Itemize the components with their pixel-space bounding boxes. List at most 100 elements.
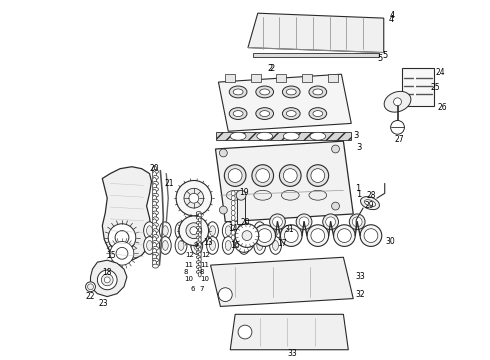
Ellipse shape: [279, 165, 301, 186]
Ellipse shape: [196, 266, 201, 269]
Ellipse shape: [198, 252, 201, 257]
Ellipse shape: [286, 89, 296, 95]
Ellipse shape: [282, 86, 300, 98]
Ellipse shape: [233, 111, 243, 117]
Ellipse shape: [332, 202, 340, 210]
Ellipse shape: [231, 196, 235, 201]
Ellipse shape: [194, 240, 200, 250]
Bar: [276, 74, 286, 82]
Text: 8: 8: [184, 269, 189, 275]
Text: 9: 9: [194, 242, 198, 248]
Bar: [402, 68, 434, 106]
Ellipse shape: [159, 222, 171, 239]
Ellipse shape: [286, 111, 296, 117]
Ellipse shape: [152, 248, 156, 254]
Ellipse shape: [198, 238, 201, 243]
Ellipse shape: [254, 190, 271, 200]
Text: 4: 4: [390, 11, 395, 20]
Ellipse shape: [258, 229, 271, 243]
Ellipse shape: [238, 222, 250, 239]
Ellipse shape: [152, 223, 158, 227]
Ellipse shape: [361, 197, 379, 210]
Ellipse shape: [191, 237, 203, 254]
Polygon shape: [230, 314, 348, 350]
Ellipse shape: [254, 222, 266, 239]
Ellipse shape: [198, 233, 201, 238]
Ellipse shape: [384, 91, 411, 112]
Ellipse shape: [228, 169, 242, 183]
Ellipse shape: [230, 132, 246, 140]
Ellipse shape: [334, 225, 355, 247]
Text: 23: 23: [98, 299, 108, 308]
Text: 20: 20: [149, 164, 159, 173]
Ellipse shape: [196, 261, 201, 264]
Ellipse shape: [257, 240, 263, 250]
Ellipse shape: [162, 240, 168, 250]
Ellipse shape: [332, 145, 340, 153]
Ellipse shape: [152, 247, 158, 250]
Ellipse shape: [152, 205, 158, 209]
Ellipse shape: [233, 89, 243, 95]
Ellipse shape: [281, 190, 299, 200]
Ellipse shape: [257, 132, 272, 140]
Text: 29: 29: [364, 201, 374, 210]
Text: 20: 20: [240, 218, 250, 227]
Ellipse shape: [152, 207, 156, 213]
Ellipse shape: [196, 256, 201, 259]
Ellipse shape: [311, 169, 325, 183]
Ellipse shape: [190, 227, 198, 235]
Ellipse shape: [198, 257, 201, 262]
Ellipse shape: [231, 201, 235, 206]
Ellipse shape: [231, 220, 235, 225]
Text: 11: 11: [184, 262, 193, 268]
Ellipse shape: [229, 108, 247, 120]
Ellipse shape: [152, 235, 158, 239]
Text: 4: 4: [389, 15, 394, 24]
Text: 30: 30: [386, 237, 395, 246]
Text: 33: 33: [287, 349, 297, 358]
Ellipse shape: [198, 262, 201, 267]
Text: 3: 3: [353, 131, 359, 140]
Text: 14: 14: [228, 224, 238, 233]
Ellipse shape: [210, 240, 216, 250]
Ellipse shape: [270, 237, 281, 254]
Ellipse shape: [219, 288, 232, 302]
Ellipse shape: [152, 199, 158, 203]
Ellipse shape: [198, 267, 201, 272]
Ellipse shape: [252, 165, 273, 186]
Ellipse shape: [152, 189, 156, 195]
Ellipse shape: [196, 221, 201, 224]
Ellipse shape: [231, 215, 235, 220]
Ellipse shape: [196, 231, 201, 234]
Ellipse shape: [176, 180, 212, 216]
Polygon shape: [102, 167, 151, 260]
Ellipse shape: [284, 229, 298, 243]
Ellipse shape: [238, 325, 252, 339]
Ellipse shape: [196, 246, 201, 249]
Text: 8: 8: [200, 269, 204, 275]
Ellipse shape: [272, 226, 278, 235]
Ellipse shape: [152, 187, 158, 191]
Ellipse shape: [311, 229, 325, 243]
Ellipse shape: [147, 240, 152, 250]
Ellipse shape: [309, 108, 327, 120]
Ellipse shape: [241, 239, 247, 246]
Text: 1: 1: [356, 190, 362, 199]
Text: 21: 21: [164, 179, 174, 188]
Ellipse shape: [198, 272, 201, 277]
Ellipse shape: [196, 270, 201, 274]
Ellipse shape: [241, 226, 247, 235]
Ellipse shape: [235, 224, 259, 247]
Ellipse shape: [352, 217, 362, 227]
Ellipse shape: [175, 222, 187, 239]
Text: 3: 3: [356, 143, 362, 152]
Text: 32: 32: [355, 290, 365, 299]
Text: 24: 24: [436, 68, 445, 77]
Ellipse shape: [338, 229, 351, 243]
Text: 2: 2: [268, 64, 273, 73]
Text: 12: 12: [185, 252, 194, 258]
Ellipse shape: [229, 86, 247, 98]
Ellipse shape: [257, 226, 263, 235]
Ellipse shape: [152, 217, 158, 221]
Ellipse shape: [231, 211, 235, 215]
